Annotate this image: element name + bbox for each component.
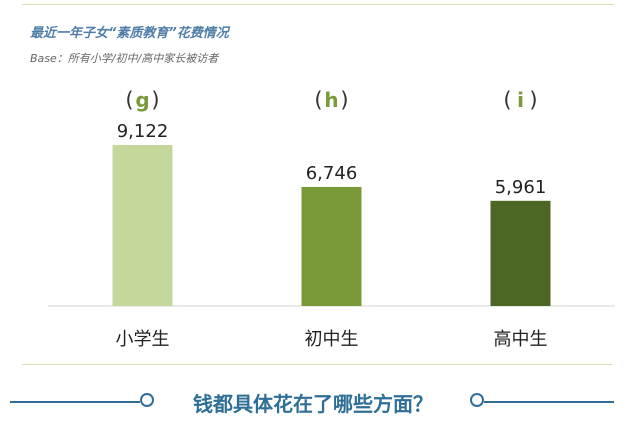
bar — [301, 186, 362, 306]
data-label: 9,122 — [117, 121, 169, 142]
footer-line-right — [484, 401, 614, 403]
marker-paren-close: ) — [529, 88, 537, 112]
marker-paren-open: ( — [125, 88, 133, 112]
bottom-divider — [22, 364, 612, 365]
footer-circle-right-icon — [470, 393, 484, 407]
x-tick-label: 高中生 — [494, 329, 548, 350]
data-label: 6,746 — [306, 163, 358, 184]
chart-subtitle: Base：所有小学/初中/高中家长被访者 — [30, 52, 219, 65]
bar — [112, 145, 173, 306]
footer-heading: 钱都具体花在了哪些方面？ — [193, 392, 433, 416]
top-divider — [22, 4, 614, 5]
bar — [490, 200, 551, 306]
marker-paren-close: ) — [340, 88, 348, 112]
bar-marker: i — [517, 88, 524, 112]
marker-paren-open: ( — [314, 88, 322, 112]
chart-title: 最近一年子女“素质教育”花费情况 — [30, 26, 229, 41]
x-tick-label: 小学生 — [116, 329, 170, 350]
footer-circle-left-icon — [140, 393, 154, 407]
x-tick-label: 初中生 — [305, 329, 359, 350]
marker-paren-close: ) — [151, 88, 159, 112]
marker-paren-open: ( — [503, 88, 511, 112]
data-label: 5,961 — [495, 177, 547, 198]
bar-marker: h — [324, 88, 338, 112]
footer-line-left — [10, 401, 140, 403]
bar-marker: g — [135, 88, 149, 112]
